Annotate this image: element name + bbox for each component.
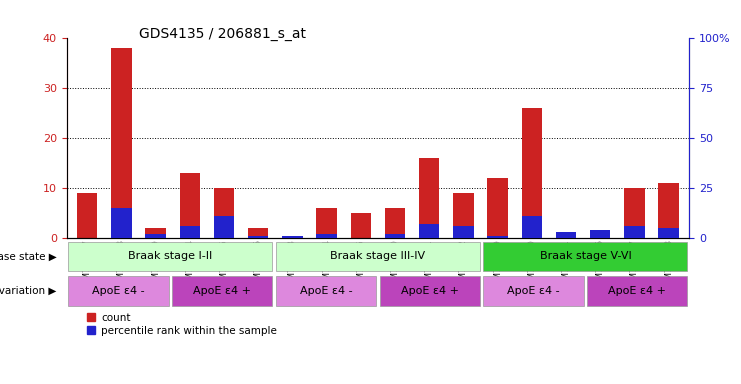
Bar <box>483 242 688 271</box>
Bar <box>419 158 439 238</box>
Bar <box>68 276 169 306</box>
Bar <box>483 276 584 306</box>
Bar <box>590 230 611 238</box>
Text: genotype/variation ▶: genotype/variation ▶ <box>0 286 56 296</box>
Bar <box>179 226 200 238</box>
Text: ApoE ε4 -: ApoE ε4 - <box>299 286 353 296</box>
Bar <box>379 276 480 306</box>
Bar <box>522 216 542 238</box>
Bar <box>658 183 679 238</box>
Bar <box>658 228 679 238</box>
Bar <box>77 193 98 238</box>
Bar <box>145 234 166 238</box>
Bar <box>624 226 645 238</box>
Bar <box>590 230 611 238</box>
Bar <box>111 208 132 238</box>
Bar <box>276 276 376 306</box>
Bar <box>624 188 645 238</box>
Bar <box>453 193 473 238</box>
Bar <box>111 48 132 238</box>
Text: Braak stage I-II: Braak stage I-II <box>128 251 213 262</box>
Bar <box>282 236 302 238</box>
Bar <box>350 213 371 238</box>
Bar <box>213 188 234 238</box>
Bar <box>316 234 337 238</box>
Bar <box>556 232 576 238</box>
Bar <box>316 208 337 238</box>
Bar <box>453 226 473 238</box>
Text: ApoE ε4 -: ApoE ε4 - <box>507 286 560 296</box>
Bar <box>145 228 166 238</box>
Bar <box>276 242 480 271</box>
Bar <box>213 216 234 238</box>
Text: ApoE ε4 +: ApoE ε4 + <box>193 286 251 296</box>
Legend: count, percentile rank within the sample: count, percentile rank within the sample <box>87 313 277 336</box>
Text: ApoE ε4 -: ApoE ε4 - <box>92 286 145 296</box>
Bar <box>488 178 508 238</box>
Bar <box>282 235 302 238</box>
Bar <box>587 276 688 306</box>
Text: disease state ▶: disease state ▶ <box>0 251 56 262</box>
Text: GDS4135 / 206881_s_at: GDS4135 / 206881_s_at <box>139 27 306 41</box>
Bar <box>248 228 268 238</box>
Text: ApoE ε4 +: ApoE ε4 + <box>608 286 666 296</box>
Bar <box>68 242 273 271</box>
Bar <box>385 234 405 238</box>
Bar <box>248 236 268 238</box>
Bar <box>385 208 405 238</box>
Text: ApoE ε4 +: ApoE ε4 + <box>401 286 459 296</box>
Bar <box>488 236 508 238</box>
Text: Braak stage V-VI: Braak stage V-VI <box>539 251 631 262</box>
Bar <box>419 224 439 238</box>
Bar <box>172 276 273 306</box>
Bar <box>522 108 542 238</box>
Bar <box>556 235 576 238</box>
Text: Braak stage III-IV: Braak stage III-IV <box>330 251 425 262</box>
Bar <box>179 173 200 238</box>
